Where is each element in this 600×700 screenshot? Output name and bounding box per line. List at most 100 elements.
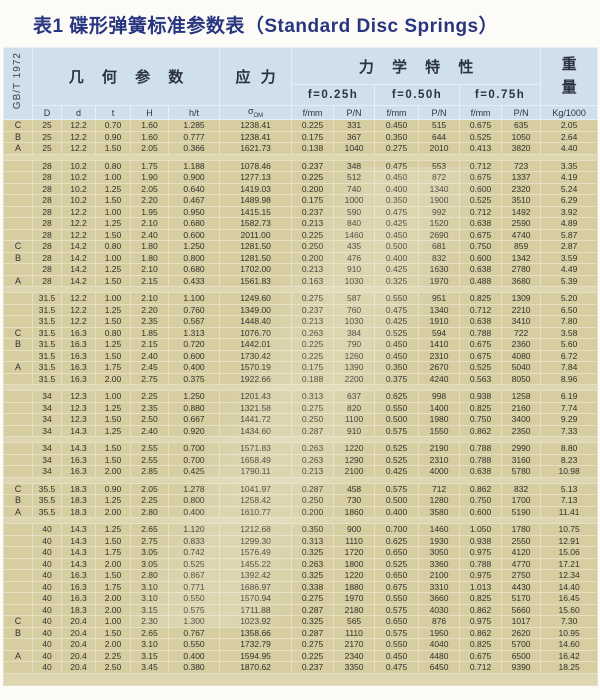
table-cell: 1800: [333, 557, 376, 570]
table-cell: 0.777: [167, 130, 221, 143]
table-cell: 1290: [333, 453, 376, 466]
table-cell: 2590: [501, 217, 542, 230]
page-title: 表1 碟形弹簧标准参数表（Standard Disc Springs）: [33, 16, 499, 37]
table-cell: 2.75: [130, 534, 169, 547]
table-cell: 1277.13: [219, 171, 293, 184]
table-cell: 0.80: [95, 159, 131, 172]
table-cell: 10.75: [540, 523, 599, 536]
table-cell: 0.90: [95, 482, 131, 495]
series-letter-cell: C: [3, 240, 33, 253]
table-cell: 3400: [501, 413, 542, 426]
table-cell: 740: [333, 182, 376, 195]
table-cell: 1570.19: [219, 361, 293, 374]
table-cell: 0.675: [459, 349, 503, 362]
series-letter-cell: [3, 263, 33, 276]
series-letter-cell: A: [3, 505, 33, 518]
table-cell: 458: [333, 482, 376, 495]
table-cell: 2190: [418, 442, 461, 455]
table-cell: 14.3: [61, 424, 96, 437]
table-cell: 1.00: [95, 251, 131, 264]
table-cell: 16.3: [61, 361, 96, 374]
table-cell: 28: [32, 182, 62, 195]
table-cell: 0.600: [459, 182, 503, 195]
table-cell: 1040: [333, 142, 376, 155]
table-cell: 998: [418, 390, 461, 403]
table-cell: 17.21: [540, 557, 599, 570]
header-row-deflection: f=0.25h f=0.50h f=0.75h: [4, 84, 598, 106]
table-cell: 0.625: [374, 390, 420, 403]
table-cell: 1.25: [95, 424, 131, 437]
table-cell: 1.00: [95, 205, 131, 218]
table-cell: 1023.92: [219, 615, 293, 628]
series-letter-cell: [3, 303, 33, 316]
table-cell: 14.3: [61, 546, 96, 559]
table-cell: 2.80: [130, 569, 169, 582]
table-row: C 25 12.2 0.70 1.60 1.285 1238.41 0.225 331 0.450…: [3, 119, 599, 132]
table-cell: 1.00: [95, 292, 131, 305]
table-row: A 35.5 18.3 2.00 2.80 0.400 1610.77 0.200 1860 0.…: [3, 505, 599, 518]
table-cell: 0.475: [374, 303, 420, 316]
table-cell: 0.70: [95, 119, 131, 132]
table-cell: 0.213: [291, 263, 335, 276]
col-f3: f/mm: [459, 105, 503, 120]
table-cell: 0.862: [459, 482, 503, 495]
header-row-groups: GB/T 1972 几 何 参 数 应 力 力 学 特 性 重 量: [3, 47, 599, 120]
table-cell: 40: [32, 546, 62, 559]
table-cell: 3410: [501, 315, 542, 328]
table-cell: 1576.49: [219, 546, 293, 559]
table-cell: 1732.79: [219, 638, 293, 651]
table-cell: 1000: [333, 194, 376, 207]
series-letter-cell: [3, 569, 33, 582]
table-cell: 1686.97: [219, 580, 293, 593]
table-cell: 10.98: [540, 465, 599, 478]
table-cell: 0.275: [374, 142, 420, 155]
table-cell: 0.500: [374, 494, 420, 507]
table-cell: 0.263: [291, 557, 335, 570]
table-cell: 7.30: [540, 615, 599, 628]
table-cell: 3350: [333, 661, 376, 674]
series-letter-cell: [3, 390, 33, 403]
table-cell: 900: [333, 523, 376, 536]
table-cell: 2.10: [130, 217, 169, 230]
table-cell: 5780: [501, 465, 542, 478]
header-f025: f=0.25h: [291, 84, 376, 106]
series-letter-cell: [3, 603, 33, 616]
table-cell: 5700: [501, 638, 542, 651]
table-cell: 28: [32, 263, 62, 276]
table-cell: 1400: [418, 401, 461, 414]
table-cell: 331: [333, 119, 376, 132]
series-letter-cell: [3, 159, 33, 172]
table-cell: 14.3: [61, 557, 96, 570]
table-cell: 1594.95: [219, 649, 293, 662]
table-cell: 1610.77: [219, 505, 293, 518]
table-cell: 3820: [501, 142, 542, 155]
table-cell: 2.50: [130, 413, 169, 426]
table-cell: 0.862: [459, 424, 503, 437]
table-cell: 1550: [418, 424, 461, 437]
table-cell: 14.60: [540, 638, 599, 651]
table-cell: 0.175: [291, 130, 335, 143]
table-cell: 3.05: [130, 546, 169, 559]
table-cell: 1448.40: [219, 315, 293, 328]
table-cell: 0.680: [167, 263, 221, 276]
table-cell: 0.450: [374, 119, 420, 132]
table-cell: 1.50: [95, 626, 131, 639]
series-letter-cell: [3, 661, 33, 674]
table-cell: 0.90: [95, 130, 131, 143]
table-cell: 0.675: [459, 338, 503, 351]
table-cell: 2.10: [130, 292, 169, 305]
table-cell: 2.10: [130, 263, 169, 276]
table-cell: 0.425: [374, 263, 420, 276]
series-letter-cell: A: [3, 274, 33, 287]
table-cell: 9.29: [540, 413, 599, 426]
table-row: 40 20.4 2.50 3.45 0.380 1870.62 0.237 3350 0.475…: [3, 661, 599, 674]
table-cell: 3.35: [540, 159, 599, 172]
table-cell: 0.575: [374, 626, 420, 639]
table-cell: 0.567: [167, 315, 221, 328]
table-cell: 1780: [501, 523, 542, 536]
standard-label: GB/T 1972: [12, 52, 23, 110]
table-cell: 2.85: [130, 465, 169, 478]
table-cell: 16.3: [61, 453, 96, 466]
table-cell: 1281.50: [219, 240, 293, 253]
